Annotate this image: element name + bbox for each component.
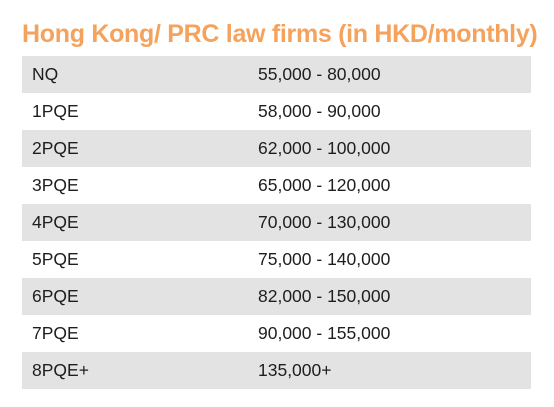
table-row: 1PQE 58,000 - 90,000 [22,93,531,130]
table-row: 6PQE 82,000 - 150,000 [22,278,531,315]
salary-table: NQ 55,000 - 80,000 1PQE 58,000 - 90,000 … [22,56,531,389]
page-title: Hong Kong/ PRC law firms (in HKD/monthly… [22,20,538,48]
table-row: 5PQE 75,000 - 140,000 [22,241,531,278]
salary-range-cell: 55,000 - 80,000 [258,64,381,84]
pqe-level-cell: 1PQE [32,101,79,121]
salary-range-cell: 90,000 - 155,000 [258,323,391,343]
pqe-level-cell: 6PQE [32,286,79,306]
table-row: 7PQE 90,000 - 155,000 [22,315,531,352]
pqe-level-cell: 3PQE [32,175,79,195]
salary-range-cell: 65,000 - 120,000 [258,175,391,195]
table-row: NQ 55,000 - 80,000 [22,56,531,93]
pqe-level-cell: NQ [32,64,59,84]
salary-range-cell: 58,000 - 90,000 [258,101,381,121]
table-row: 4PQE 70,000 - 130,000 [22,204,531,241]
pqe-level-cell: 4PQE [32,212,79,232]
pqe-level-cell: 5PQE [32,249,79,269]
salary-range-cell: 135,000+ [258,360,332,380]
salary-range-cell: 70,000 - 130,000 [258,212,391,232]
table-row: 2PQE 62,000 - 100,000 [22,130,531,167]
pqe-level-cell: 7PQE [32,323,79,343]
salary-range-cell: 82,000 - 150,000 [258,286,391,306]
pqe-level-cell: 2PQE [32,138,79,158]
salary-range-cell: 62,000 - 100,000 [258,138,391,158]
pqe-level-cell: 8PQE+ [32,360,89,380]
table-row: 8PQE+ 135,000+ [22,352,531,389]
salary-range-cell: 75,000 - 140,000 [258,249,391,269]
table-row: 3PQE 65,000 - 120,000 [22,167,531,204]
